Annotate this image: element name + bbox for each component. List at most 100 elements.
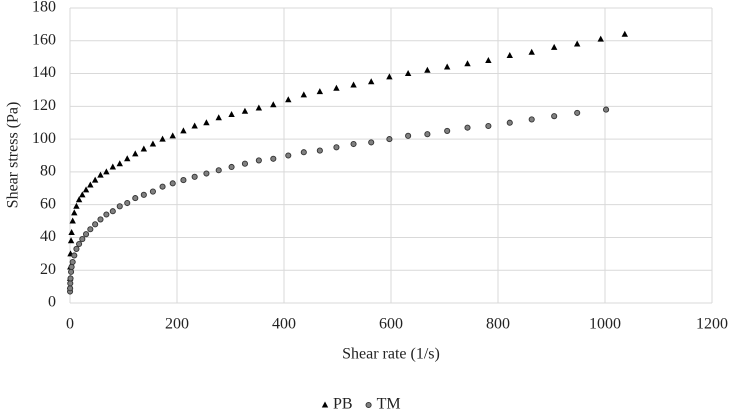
point [316, 88, 324, 95]
point [621, 30, 628, 37]
point [241, 107, 249, 114]
point [116, 160, 123, 167]
point [124, 199, 131, 207]
point [528, 48, 535, 55]
point [203, 119, 210, 126]
point [574, 109, 581, 116]
point [285, 96, 292, 103]
x-tick-label: 400 [272, 316, 296, 333]
point [69, 217, 76, 224]
point [270, 155, 277, 162]
point [444, 127, 451, 134]
point [551, 113, 558, 120]
legend-label: TM [377, 396, 401, 412]
point [140, 145, 148, 152]
point [241, 160, 248, 167]
point [97, 171, 104, 178]
point [76, 240, 83, 248]
y-tick-label: 40 [40, 228, 56, 245]
point [132, 150, 139, 157]
point [68, 268, 75, 275]
point [424, 131, 431, 138]
y-tick-label: 80 [40, 163, 56, 180]
point [528, 116, 535, 123]
legend-label: PB [333, 396, 353, 412]
point [300, 91, 307, 98]
point [405, 132, 412, 139]
point [91, 176, 99, 183]
point [83, 231, 90, 238]
x-tick-label: 1200 [696, 316, 728, 333]
point [333, 144, 340, 151]
point [92, 221, 99, 228]
point [169, 180, 176, 187]
point [464, 124, 471, 131]
point [443, 63, 451, 70]
point [386, 73, 393, 80]
point [464, 60, 471, 67]
point [103, 211, 110, 218]
x-tick-label: 800 [486, 316, 510, 333]
point [203, 170, 210, 177]
point [159, 135, 166, 142]
point [386, 136, 393, 143]
legend-marker [321, 401, 329, 408]
point [87, 226, 94, 233]
point [485, 56, 492, 63]
y-tick-label: 140 [32, 64, 56, 81]
point [79, 236, 86, 243]
point [132, 195, 139, 202]
point [116, 203, 123, 210]
point [87, 181, 94, 188]
point [180, 177, 187, 184]
point [103, 168, 110, 175]
point [215, 167, 222, 174]
point [300, 149, 307, 156]
point [68, 263, 75, 270]
x-tick-label: 1000 [589, 316, 621, 333]
point [67, 280, 74, 287]
point [255, 104, 263, 111]
point [97, 216, 104, 223]
point [255, 157, 262, 164]
x-tick-label: 200 [165, 316, 189, 333]
point [159, 183, 166, 190]
x-tick-label: 0 [66, 316, 74, 333]
point [191, 173, 198, 180]
point [573, 40, 581, 47]
point [368, 139, 375, 146]
point [124, 155, 131, 162]
point [350, 140, 357, 148]
point [270, 101, 277, 108]
y-tick-label: 20 [40, 261, 56, 278]
y-tick-label: 100 [32, 130, 56, 147]
point [68, 229, 75, 236]
x-axis-label: Shear rate (1/s) [342, 346, 440, 363]
x-tick-label: 600 [379, 316, 403, 333]
y-tick-label: 120 [32, 97, 56, 114]
y-tick-label: 0 [48, 294, 56, 311]
point [368, 78, 375, 85]
point [79, 191, 86, 198]
point [73, 245, 80, 252]
point [191, 122, 198, 129]
y-tick-label: 180 [32, 0, 56, 16]
point [71, 252, 78, 259]
point [333, 84, 340, 91]
point [140, 191, 147, 198]
point [109, 208, 116, 215]
point [506, 52, 513, 59]
point [67, 275, 74, 282]
point [550, 43, 558, 50]
point [75, 196, 83, 203]
point [424, 66, 431, 73]
y-tick-label: 60 [40, 195, 56, 212]
point [73, 202, 80, 209]
point [67, 285, 74, 292]
point [404, 70, 412, 77]
point [506, 119, 513, 126]
point [67, 237, 75, 244]
point [350, 81, 357, 88]
point [109, 163, 116, 170]
